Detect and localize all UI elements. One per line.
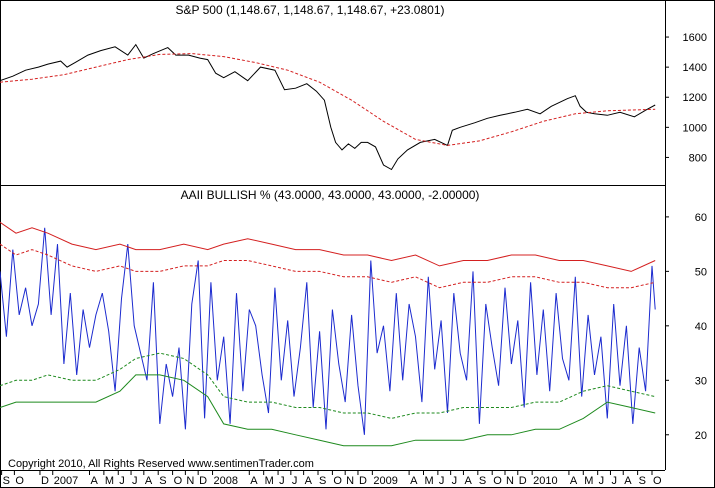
aaii-y-tick-label: 30 — [695, 375, 707, 387]
x-tick-label: A — [305, 475, 313, 487]
x-tick-label: 2007 — [54, 475, 78, 487]
x-tick-label: J — [292, 475, 298, 487]
sp500-y-axis: 800 1000 1200 1400 1600 — [665, 32, 707, 164]
sp500-panel: S&P 500 (1,148.67, 1,148.67, 1,148.67, +… — [0, 3, 707, 171]
x-tick-label: 2008 — [214, 475, 238, 487]
x-tick-label: M — [105, 475, 114, 487]
aaii-y-tick-label: 40 — [695, 321, 707, 333]
x-tick-label: D — [41, 475, 49, 487]
x-tick-label: S — [3, 475, 10, 487]
sp500-y-tick-label: 1000 — [683, 122, 707, 134]
x-tick-label: A — [570, 475, 578, 487]
x-tick-label: J — [439, 475, 445, 487]
x-tick-label: D — [519, 475, 527, 487]
x-tick-label: J — [119, 475, 125, 487]
sp500-series-line-1 — [0, 53, 656, 146]
sp500-y-tick-label: 1200 — [683, 92, 707, 104]
x-axis: S O D 2007 A M J J A S O N D 2008 A M J J A S O N D 2009 A M J J A S O… — [1, 470, 662, 487]
x-tick-label: S — [319, 475, 326, 487]
sp500-series-group — [0, 43, 656, 171]
x-tick-label: M — [424, 475, 433, 487]
x-tick-label: S — [159, 475, 166, 487]
aaii-title: AAII BULLISH % (43.0000, 43.0000, 43.000… — [181, 188, 480, 202]
aaii-series-line-4 — [0, 374, 656, 447]
x-tick-label: S — [479, 475, 486, 487]
x-tick-label: J — [599, 475, 605, 487]
x-tick-label: D — [199, 475, 207, 487]
x-tick-label: A — [90, 475, 98, 487]
sp500-title: S&P 500 (1,148.67, 1,148.67, 1,148.67, +… — [176, 3, 445, 17]
x-tick-label: J — [611, 475, 617, 487]
x-tick-label: O — [174, 475, 183, 487]
x-tick-label: O — [15, 475, 24, 487]
x-tick-label: D — [359, 475, 367, 487]
sp500-y-tick-label: 1400 — [683, 62, 707, 74]
aaii-y-tick-label: 20 — [695, 430, 707, 442]
aaii-series-line-0 — [0, 227, 656, 435]
x-tick-label: O — [333, 475, 342, 487]
sp500-series-line-0 — [0, 43, 656, 171]
copyright-text: Copyright 2010, All Rights Reserved www.… — [8, 458, 314, 470]
x-tick-label: J — [452, 475, 458, 487]
x-tick-label: N — [346, 475, 354, 487]
x-tick-label: 2010 — [533, 475, 557, 487]
x-tick-label: J — [132, 475, 138, 487]
x-tick-label: A — [145, 475, 153, 487]
x-tick-label: J — [279, 475, 285, 487]
x-tick-label: A — [250, 475, 258, 487]
x-tick-label: O — [493, 475, 502, 487]
x-tick-label: 2009 — [373, 475, 397, 487]
aaii-y-tick-label: 50 — [695, 266, 707, 278]
aaii-y-axis: 20 30 40 50 60 — [665, 212, 707, 442]
sp500-y-tick-label: 1600 — [683, 32, 707, 44]
aaii-series-line-2 — [0, 243, 656, 289]
x-tick-label: N — [186, 475, 194, 487]
x-tick-label: M — [265, 475, 274, 487]
x-tick-label: S — [639, 475, 646, 487]
sp500-y-tick-label: 800 — [689, 152, 707, 164]
x-tick-label: A — [624, 475, 632, 487]
x-tick-label: N — [506, 475, 514, 487]
x-tick-label: M — [584, 475, 593, 487]
x-tick-label: A — [410, 475, 418, 487]
aaii-series-line-1 — [0, 221, 656, 272]
aaii-y-tick-label: 60 — [695, 212, 707, 224]
x-tick-label: O — [653, 475, 662, 487]
aaii-panel: AAII BULLISH % (43.0000, 43.0000, 43.000… — [0, 188, 707, 447]
x-tick-label: A — [464, 475, 472, 487]
aaii-series-group — [0, 221, 656, 447]
